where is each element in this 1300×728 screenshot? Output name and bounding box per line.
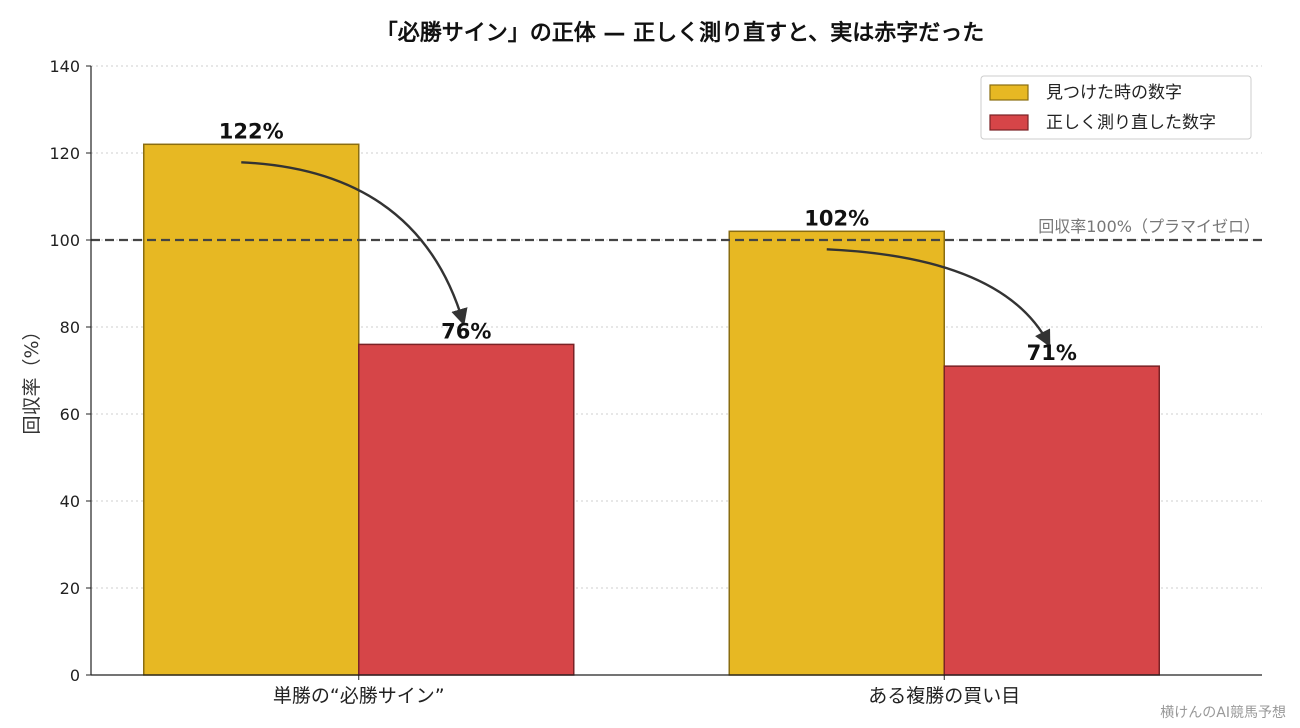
y-tick-label: 80 (60, 318, 80, 337)
y-tick-label: 20 (60, 579, 80, 598)
legend-label-found: 見つけた時の数字 (1046, 83, 1182, 103)
bars-group (143, 143, 1160, 676)
x-category-label: ある複勝の買い目 (868, 685, 1020, 707)
arrows-group (241, 161, 1051, 348)
change-arrow (826, 248, 1051, 348)
bar (143, 143, 360, 676)
x-category-label: 単勝の“必勝サイン” (273, 685, 445, 707)
legend-swatch-found (989, 84, 1029, 101)
legend-swatch-corrected (989, 114, 1029, 131)
bar-value-label: 71% (1027, 341, 1077, 365)
y-tick-label: 40 (60, 492, 80, 511)
y-axis-label: 回収率（%） (21, 321, 43, 434)
bar-value-label: 122% (219, 119, 284, 143)
y-tick-label: 0 (70, 666, 80, 685)
bar-value-label: 102% (804, 206, 869, 230)
y-tick-label: 120 (49, 144, 80, 163)
y-tick-label: 140 (49, 57, 80, 76)
credit-text: 横けんのAI競馬予想 (1160, 705, 1286, 721)
bar (943, 365, 1160, 676)
bar (728, 230, 945, 676)
reference-line-group: 回収率100%（プラマイゼロ） (91, 217, 1262, 242)
reference-line-label: 回収率100%（プラマイゼロ） (1038, 217, 1260, 236)
y-tick-label: 60 (60, 405, 80, 424)
value-labels-group: 122% 76% 102% 71% (219, 119, 1077, 365)
change-arrow (241, 161, 468, 326)
chart-title: 「必勝サイン」の正体 — 正しく測り直すと、実は赤字だった (376, 20, 984, 46)
bar (358, 343, 575, 676)
legend-frame (980, 75, 1252, 140)
legend: 見つけた時の数字 正しく測り直した数字 (980, 75, 1252, 140)
legend-label-corrected: 正しく測り直した数字 (1046, 113, 1216, 133)
y-axis-ticks: 0 20 40 60 80 100 120 140 (49, 57, 91, 685)
category-labels-group: 単勝の“必勝サイン” ある複勝の買い目 (273, 675, 1020, 707)
bar-value-label: 76% (441, 319, 491, 343)
y-tick-label: 100 (49, 231, 80, 250)
